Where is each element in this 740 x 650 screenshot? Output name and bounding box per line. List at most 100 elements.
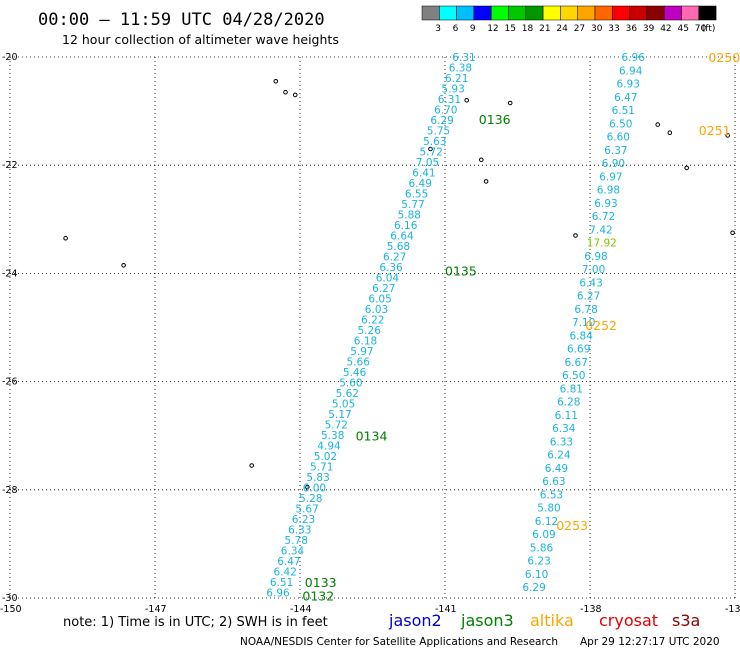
island-outline [249,463,254,468]
wave-height-value: 6.55 [405,189,428,201]
pass-label: 0250 [708,50,740,65]
wave-height-value: 6.90 [602,158,625,170]
wave-height-value: 6.51 [612,105,635,117]
chart-title: 00:00 – 11:59 UTC 04/28/2020 [38,10,325,30]
wave-height-value: 5.77 [401,199,424,211]
scale-swatch [681,5,700,21]
wave-height-value: 6.33 [550,436,573,448]
pass-label: 0252 [585,318,617,333]
wave-height-value: 6.31 [452,52,475,64]
x-tick-label: -147 [145,604,167,615]
footer-note: note: 1) Time is in UTC; 2) SWH is in fe… [63,615,328,630]
wave-height-value: 5.60 [339,378,362,390]
wave-height-value: 6.16 [394,220,418,232]
island-outline [655,122,661,127]
wave-height-value: 6.53 [540,489,563,501]
wave-height-value: 6.29 [430,115,453,127]
scale-swatch [421,5,440,21]
scale-swatch [594,5,613,21]
grid-lines [9,56,736,599]
wave-height-value: 5.67 [295,504,318,516]
wave-height-value: 6.67 [565,357,588,369]
scale-swatch [439,5,457,21]
chart-subtitle: 12 hour collection of altimeter wave hei… [62,32,339,47]
wave-height-value: 5.86 [530,542,554,554]
island-outline [428,146,433,152]
y-tick-label: -20 [2,52,18,63]
wave-height-value: 6.31 [438,94,461,106]
wave-height-value: 6.37 [604,145,627,157]
wave-height-value: 6.27 [577,291,600,303]
wave-height-value: 5.62 [336,388,359,400]
scale-label: 9 [470,24,476,34]
scale-label: 3 [435,24,441,34]
scale-label: 24 [556,24,568,34]
wave-height-value: 6.81 [560,383,583,395]
x-tick-label: -141 [435,604,457,615]
wave-height-value: 5.97 [350,346,373,358]
scale-label: 39 [643,24,655,34]
wave-height-value: 6.50 [609,118,632,130]
scale-swatch [508,5,527,21]
scale-label: 33 [608,24,619,34]
island-outline [292,92,298,98]
island-outline [725,133,731,138]
mission-cryosat: cryosat [599,611,658,630]
island-outline [730,230,735,236]
pass-label: 0136 [479,112,511,127]
mission-altika: altika [530,611,574,630]
wave-height-value: 5.38 [321,430,344,442]
wave-height-value: 5.28 [299,493,322,505]
island-outline [63,235,68,241]
wave-height-value: 6.51 [270,577,293,589]
wave-height-value: 6.94 [619,65,643,77]
scale-label: 36 [626,24,638,34]
color-scale: 3 6 9 12 15 18 21 24 27 30 33 36 39 42 45 70(ft) [421,5,717,34]
y-tick-label: -22 [2,160,18,171]
wave-height-value: 6.34 [281,546,305,558]
mission-jason3: jason3 [460,611,514,630]
wave-height-value: 6.10 [525,569,548,581]
wave-height-value: 6.72 [592,211,615,223]
island-outlines [63,79,735,490]
wave-height-value: 5.26 [358,325,382,337]
wave-height-value: 6.98 [597,185,620,197]
wave-height-value: 6.93 [617,79,640,91]
wave-height-value: 6.36 [379,262,403,274]
scale-swatch [612,5,630,21]
wave-height-value: 6.96 [266,588,290,600]
mission-legend: jason2 jason3 altika cryosat s3a [388,611,700,630]
scale-label: 30 [591,24,603,34]
y-tick-label: -28 [2,485,18,496]
island-outline [507,100,513,106]
wave-height-value: 6.47 [614,92,637,104]
wave-height-value: 7.05 [416,157,439,169]
x-tick-label: -138 [580,604,602,615]
wave-height-value: 6.97 [599,171,622,183]
wave-height-value: 6.00 [303,483,326,495]
wave-height-value: 5.63 [423,136,446,148]
wave-height-value: 6.42 [274,567,297,579]
wave-height-value: 6.11 [555,410,578,422]
scale-swatch [663,5,682,21]
wave-height-value: 5.80 [537,503,560,515]
island-outline [305,484,310,490]
wave-height-value: 6.22 [361,315,384,327]
wave-height-value: 6.33 [288,525,311,537]
wave-height-value: 6.64 [390,231,414,243]
scale-swatch [490,5,509,21]
island-outline [667,130,673,135]
wave-height-value: 6.09 [532,529,555,541]
x-tick-label: -150 [0,604,22,615]
wave-height-value: 5.72 [325,420,348,432]
wave-height-value: 6.93 [594,198,617,210]
wave-height-value: 6.41 [412,168,435,180]
wave-height-value: 5.68 [387,241,410,253]
wave-height-value: 7.00 [582,264,605,276]
data-points: 6.316.386.215.936.316.706.295.755.635.72… [266,52,645,600]
pass-label: 0132 [302,588,334,603]
island-outline [464,98,470,103]
wave-height-value: 6.05 [368,294,391,306]
wave-height-value: 6.49 [545,463,568,475]
